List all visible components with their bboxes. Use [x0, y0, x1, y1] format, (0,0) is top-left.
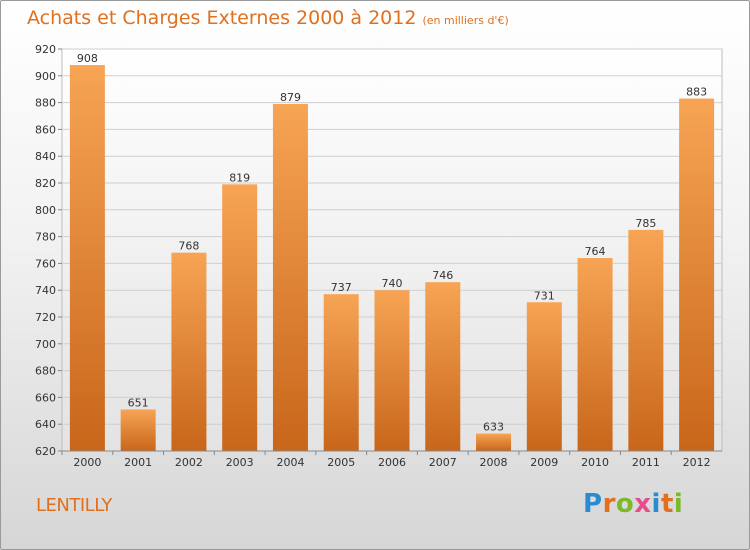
y-tick-label: 680	[35, 365, 56, 378]
bar-value-label: 785	[635, 217, 656, 230]
bar-2004	[272, 103, 308, 451]
bar-value-label: 768	[178, 240, 199, 253]
x-tick-label: 2009	[530, 456, 558, 469]
commune-name: LENTILLY	[36, 495, 112, 516]
x-tick-label: 2001	[124, 456, 152, 469]
bar-2008	[476, 433, 512, 451]
bar-2005	[323, 294, 359, 451]
y-tick-label: 840	[35, 150, 56, 163]
y-tick-label: 720	[35, 311, 56, 324]
y-tick-label: 740	[35, 284, 56, 297]
x-axis: 2000 2001 2002 2003 2004 2005 2006 2007 2008 2009…	[61, 450, 722, 469]
x-tick-label: 2008	[480, 456, 508, 469]
x-tick-label: 2000	[73, 456, 101, 469]
bar-2007	[425, 282, 461, 451]
y-tick-label: 920	[35, 43, 56, 56]
bar-2000	[69, 65, 105, 451]
bar-value-label: 737	[331, 281, 352, 294]
bar-value-label: 746	[432, 269, 453, 282]
bar-value-label: 879	[280, 91, 301, 104]
bar-value-label: 740	[382, 277, 403, 290]
x-tick-label: 2003	[226, 456, 254, 469]
y-axis: 620 640 660 680 700 720 740 760 780 800 820 840 860 8…	[35, 43, 62, 458]
bar-2002	[171, 252, 207, 451]
y-tick-label: 860	[35, 123, 56, 136]
bar-2006	[374, 290, 410, 451]
x-tick-label: 2002	[175, 456, 203, 469]
bar-2009	[526, 302, 562, 451]
x-tick-label: 2011	[632, 456, 660, 469]
y-tick-label: 800	[35, 204, 56, 217]
bar-value-label: 651	[128, 396, 149, 409]
proxiti-logo[interactable]: Proxiti	[583, 489, 684, 519]
bar-value-label: 883	[686, 86, 707, 99]
bar-2011	[628, 229, 664, 451]
x-tick-label: 2007	[429, 456, 457, 469]
y-tick-label: 760	[35, 257, 56, 270]
bar-value-label: 731	[534, 289, 555, 302]
bars: 908 651 768 819 879 737 740 746 633 731 764 785 883	[69, 52, 715, 451]
chart-title-text: Achats et Charges Externes 2000 à 2012	[27, 7, 417, 29]
bar-2003	[222, 184, 258, 451]
chart-unit: (en milliers d'€)	[422, 14, 509, 27]
x-tick-label: 2010	[581, 456, 609, 469]
y-tick-label: 780	[35, 231, 56, 244]
bar-value-label: 633	[483, 421, 504, 434]
y-tick-label: 700	[35, 338, 56, 351]
y-tick-label: 640	[35, 418, 56, 431]
bar-value-label: 908	[77, 52, 98, 65]
x-tick-label: 2006	[378, 456, 406, 469]
y-tick-label: 900	[35, 70, 56, 83]
bar-2010	[577, 258, 613, 451]
y-tick-label: 620	[35, 445, 56, 458]
chart-title: Achats et Charges Externes 2000 à 2012 (e…	[27, 7, 509, 29]
bar-2012	[679, 98, 715, 451]
x-tick-label: 2005	[327, 456, 355, 469]
y-tick-label: 820	[35, 177, 56, 190]
bar-value-label: 764	[585, 245, 606, 258]
bar-2001	[120, 409, 156, 451]
x-tick-label: 2004	[276, 456, 304, 469]
y-tick-label: 660	[35, 391, 56, 404]
bar-value-label: 819	[229, 171, 250, 184]
y-tick-label: 880	[35, 97, 56, 110]
x-tick-label: 2012	[683, 456, 711, 469]
